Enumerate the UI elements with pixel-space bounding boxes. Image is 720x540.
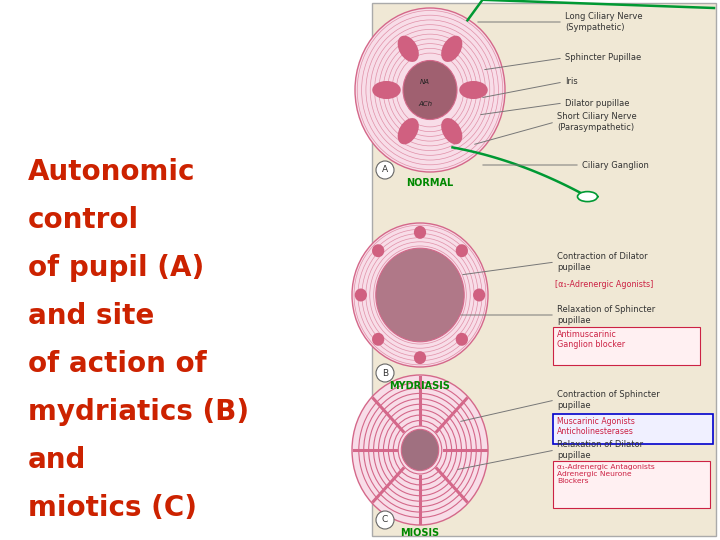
Text: mydriatics (B): mydriatics (B) bbox=[28, 398, 249, 426]
Text: Muscarinic Agonists
Anticholinesterases: Muscarinic Agonists Anticholinesterases bbox=[557, 417, 635, 436]
Ellipse shape bbox=[441, 118, 462, 144]
Ellipse shape bbox=[473, 288, 485, 301]
Ellipse shape bbox=[397, 118, 419, 144]
Text: control: control bbox=[28, 206, 139, 234]
Ellipse shape bbox=[414, 351, 426, 364]
FancyBboxPatch shape bbox=[553, 461, 710, 508]
Text: miotics (C): miotics (C) bbox=[28, 494, 197, 522]
Ellipse shape bbox=[355, 8, 505, 172]
Ellipse shape bbox=[403, 60, 457, 119]
Bar bbox=[372, 3, 716, 536]
Ellipse shape bbox=[376, 161, 394, 179]
Text: α₁-Adrenergic Antagonists
Adrenergic Neurone
Blockers: α₁-Adrenergic Antagonists Adrenergic Neu… bbox=[557, 464, 654, 484]
Text: Iris: Iris bbox=[565, 78, 577, 86]
Text: [α₁-Adrenergic Agonists]: [α₁-Adrenergic Agonists] bbox=[555, 280, 653, 289]
Ellipse shape bbox=[456, 244, 468, 257]
Text: MIOSIS: MIOSIS bbox=[400, 528, 440, 538]
Text: Contraction of Sphincter
pupillae: Contraction of Sphincter pupillae bbox=[557, 390, 660, 410]
Text: NA: NA bbox=[420, 79, 430, 85]
Ellipse shape bbox=[459, 81, 487, 99]
FancyBboxPatch shape bbox=[553, 414, 713, 444]
Text: C: C bbox=[382, 516, 388, 524]
Text: of action of: of action of bbox=[28, 350, 207, 378]
Ellipse shape bbox=[397, 36, 419, 62]
Text: Ciliary Ganglion: Ciliary Ganglion bbox=[582, 160, 649, 170]
Text: A: A bbox=[382, 165, 388, 174]
Ellipse shape bbox=[355, 288, 367, 301]
Text: B: B bbox=[382, 368, 388, 377]
Ellipse shape bbox=[352, 223, 488, 367]
Text: MYDRIASIS: MYDRIASIS bbox=[390, 381, 451, 391]
Ellipse shape bbox=[414, 226, 426, 239]
Text: NORMAL: NORMAL bbox=[406, 178, 454, 188]
Text: Short Ciliary Nerve
(Parasympathetic): Short Ciliary Nerve (Parasympathetic) bbox=[557, 112, 636, 132]
Text: Sphincter Pupillae: Sphincter Pupillae bbox=[565, 53, 642, 63]
Text: Antimuscarinic
Ganglion blocker: Antimuscarinic Ganglion blocker bbox=[557, 330, 625, 349]
Ellipse shape bbox=[441, 36, 462, 62]
Text: and: and bbox=[28, 446, 86, 474]
Text: of pupil (A): of pupil (A) bbox=[28, 254, 204, 282]
Ellipse shape bbox=[456, 333, 468, 346]
Ellipse shape bbox=[376, 511, 394, 529]
Ellipse shape bbox=[577, 192, 598, 201]
FancyBboxPatch shape bbox=[553, 327, 700, 365]
Text: Relaxation of Sphincter
pupillae: Relaxation of Sphincter pupillae bbox=[557, 305, 655, 325]
Ellipse shape bbox=[376, 248, 464, 342]
Ellipse shape bbox=[372, 333, 384, 346]
Text: and site: and site bbox=[28, 302, 154, 330]
Ellipse shape bbox=[376, 364, 394, 382]
Ellipse shape bbox=[401, 429, 438, 471]
Ellipse shape bbox=[372, 81, 401, 99]
Ellipse shape bbox=[372, 244, 384, 257]
Text: Long Ciliary Nerve
(Sympathetic): Long Ciliary Nerve (Sympathetic) bbox=[565, 12, 643, 32]
Text: Relaxation of Dilator
pupillae: Relaxation of Dilator pupillae bbox=[557, 440, 643, 460]
Text: Autonomic: Autonomic bbox=[28, 158, 196, 186]
Text: Contraction of Dilator
pupillae: Contraction of Dilator pupillae bbox=[557, 252, 647, 272]
Text: Dilator pupillae: Dilator pupillae bbox=[565, 98, 629, 107]
Ellipse shape bbox=[352, 375, 488, 525]
Text: ACh: ACh bbox=[418, 101, 432, 107]
